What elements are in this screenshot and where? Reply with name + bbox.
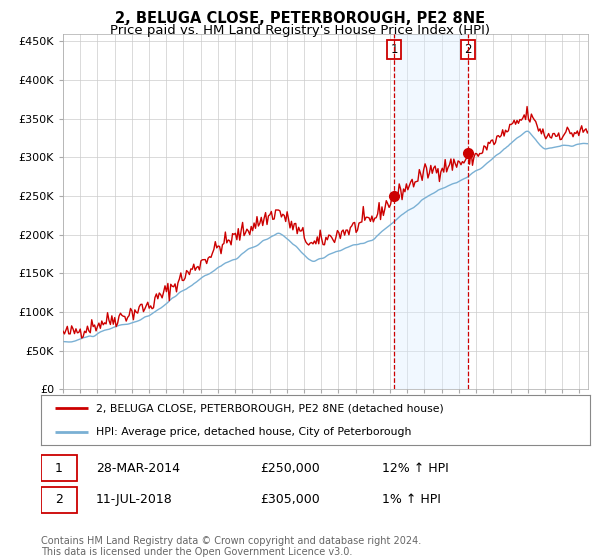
Text: 11-JUL-2018: 11-JUL-2018 [96, 493, 173, 506]
Text: 2: 2 [464, 43, 472, 56]
Text: Price paid vs. HM Land Registry's House Price Index (HPI): Price paid vs. HM Land Registry's House … [110, 24, 490, 36]
Text: HPI: Average price, detached house, City of Peterborough: HPI: Average price, detached house, City… [96, 427, 411, 437]
Text: 12% ↑ HPI: 12% ↑ HPI [382, 461, 448, 475]
FancyBboxPatch shape [41, 455, 77, 482]
Text: 1: 1 [391, 43, 398, 56]
Text: £305,000: £305,000 [260, 493, 320, 506]
Bar [394, 34, 468, 389]
Text: 2: 2 [55, 493, 62, 506]
Text: £250,000: £250,000 [260, 461, 320, 475]
Text: 1: 1 [55, 461, 62, 475]
Text: Contains HM Land Registry data © Crown copyright and database right 2024.
This d: Contains HM Land Registry data © Crown c… [41, 535, 421, 557]
Text: 28-MAR-2014: 28-MAR-2014 [96, 461, 180, 475]
Text: 2, BELUGA CLOSE, PETERBOROUGH, PE2 8NE: 2, BELUGA CLOSE, PETERBOROUGH, PE2 8NE [115, 11, 485, 26]
Text: 2, BELUGA CLOSE, PETERBOROUGH, PE2 8NE (detached house): 2, BELUGA CLOSE, PETERBOROUGH, PE2 8NE (… [96, 403, 443, 413]
Text: 1% ↑ HPI: 1% ↑ HPI [382, 493, 440, 506]
FancyBboxPatch shape [41, 487, 77, 513]
